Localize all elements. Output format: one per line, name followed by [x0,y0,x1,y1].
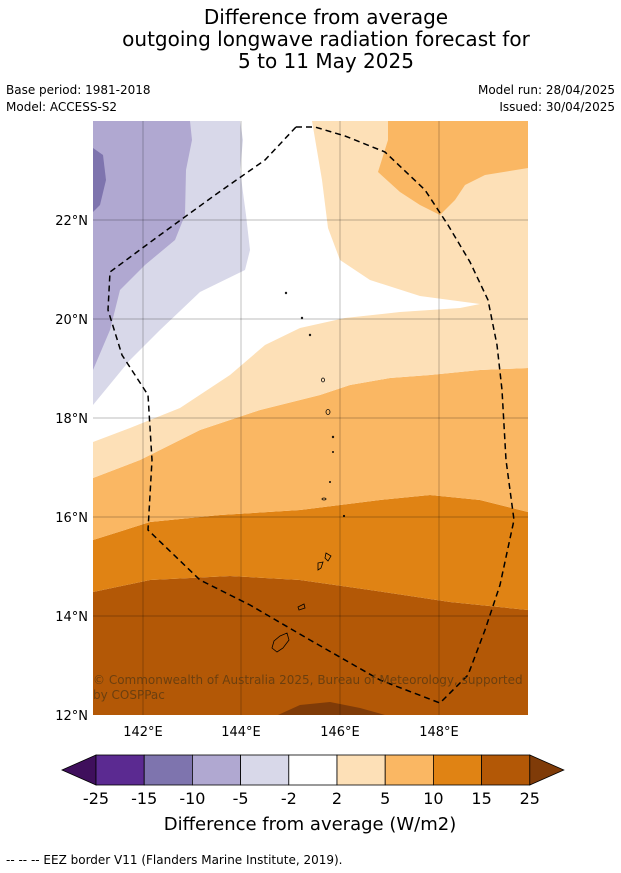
model-run: Model run: 28/04/2025 [477,83,615,97]
band-orange-5-10 [93,368,528,540]
colorbar-swatch [288,754,338,786]
band-orange-5-10-north [378,121,528,215]
lat-label: 14°N [55,610,88,625]
issued-date: Issued: 30/04/2025 [499,100,615,114]
band-orange-2-5 [93,121,528,478]
colorbar-tick-label: 15 [471,789,491,808]
islands [271,291,346,653]
colorbar-label: Difference from average (W/m2) [164,814,456,835]
copyright-line-2: by COSPPac [93,688,165,702]
title-line-3: 5 to 11 May 2025 [238,49,414,73]
colorbar-swatch [240,754,290,786]
model-name: Model: ACCESS-S2 [6,100,118,114]
title-line-2: outgoing longwave radiation forecast for [122,27,530,51]
band-orange-25-plus [278,702,385,715]
eez-legend: -- -- -- EEZ border V11 (Flanders Marine… [6,853,343,867]
anomaly-field: © Commonwealth of Australia 2025, Bureau… [93,121,528,715]
colorbar-tick-label: -2 [281,789,297,808]
band-orange-10-15 [93,495,528,610]
map-title: Difference from average outgoing longwav… [0,6,621,72]
colorbar-extend-low [61,754,97,786]
colorbar-tick-label: 2 [332,789,342,808]
lon-axis: 142°E 144°E 146°E 148°E [123,725,459,740]
copyright-line-1: © Commonwealth of Australia 2025, Bureau… [93,673,523,687]
lon-label: 146°E [320,725,360,740]
band-purple-10-15 [93,148,106,212]
lat-label: 16°N [55,511,88,526]
band-orange-15-25 [93,576,528,715]
lat-label: 22°N [55,214,88,229]
graticule [93,121,528,715]
colorbar-extend-high [529,754,565,786]
title-line-1: Difference from average [203,5,449,29]
lat-label: 20°N [55,313,88,328]
colorbar-tick-label: 5 [380,789,390,808]
meta-right: Model run: 28/04/2025 Issued: 30/04/2025 [478,82,615,116]
colorbar-tick-label: 10 [423,789,443,808]
colorbar-tick-label: -5 [233,789,249,808]
lon-label: 142°E [123,725,163,740]
band-purple-5-10 [93,121,192,370]
colorbar: -25 -15 -10 -5 -2 2 5 10 15 25 [61,754,565,808]
lon-label: 144°E [221,725,261,740]
lat-label: 18°N [55,412,88,427]
lat-axis: 22°N 20°N 18°N 16°N 14°N 12°N [55,214,88,724]
base-period: Base period: 1981-2018 [6,83,151,97]
colorbar-swatch [143,754,193,786]
meta-left: Base period: 1981-2018 Model: ACCESS-S2 [6,82,151,116]
lon-label: 148°E [419,725,459,740]
colorbar-swatch [432,754,482,786]
colorbar-tick-label: 25 [520,789,540,808]
colorbar-swatch [384,754,434,786]
colorbar-tick-label: -10 [179,789,205,808]
colorbar-tick-label: -25 [83,789,109,808]
colorbar-swatch [336,754,386,786]
colorbar-swatch [481,754,531,786]
colorbar-tick-label: -15 [131,789,157,808]
colorbar-swatch [95,754,145,786]
eez-border [107,126,515,704]
lat-label: 12°N [55,709,88,724]
colorbar-swatch [191,754,241,786]
